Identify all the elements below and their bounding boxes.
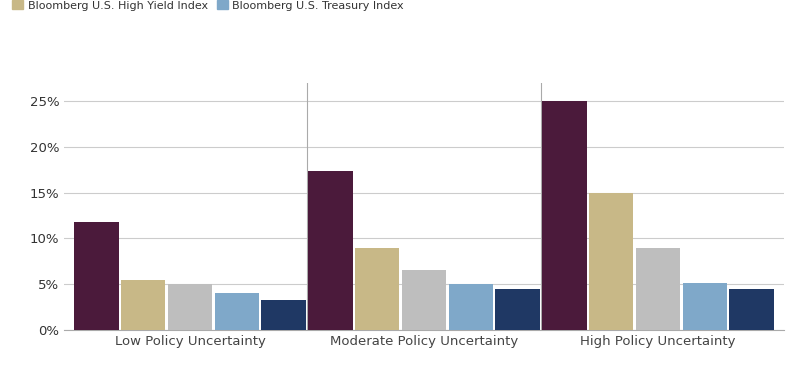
- Bar: [214, 293, 259, 330]
- Bar: [542, 101, 586, 330]
- Bar: [636, 248, 680, 330]
- Bar: [262, 300, 306, 330]
- Bar: [121, 280, 166, 330]
- Bar: [74, 222, 118, 330]
- Bar: [402, 270, 446, 330]
- Bar: [589, 192, 634, 330]
- Bar: [168, 284, 212, 330]
- Legend: S&P 500, Bloomberg U.S. High Yield Index, Bloomberg U.S. Corporate Index (Invest: S&P 500, Bloomberg U.S. High Yield Index…: [12, 0, 800, 10]
- Bar: [308, 171, 353, 330]
- Bar: [355, 248, 399, 330]
- Bar: [730, 289, 774, 330]
- Bar: [495, 289, 540, 330]
- Bar: [449, 284, 493, 330]
- Bar: [682, 283, 727, 330]
